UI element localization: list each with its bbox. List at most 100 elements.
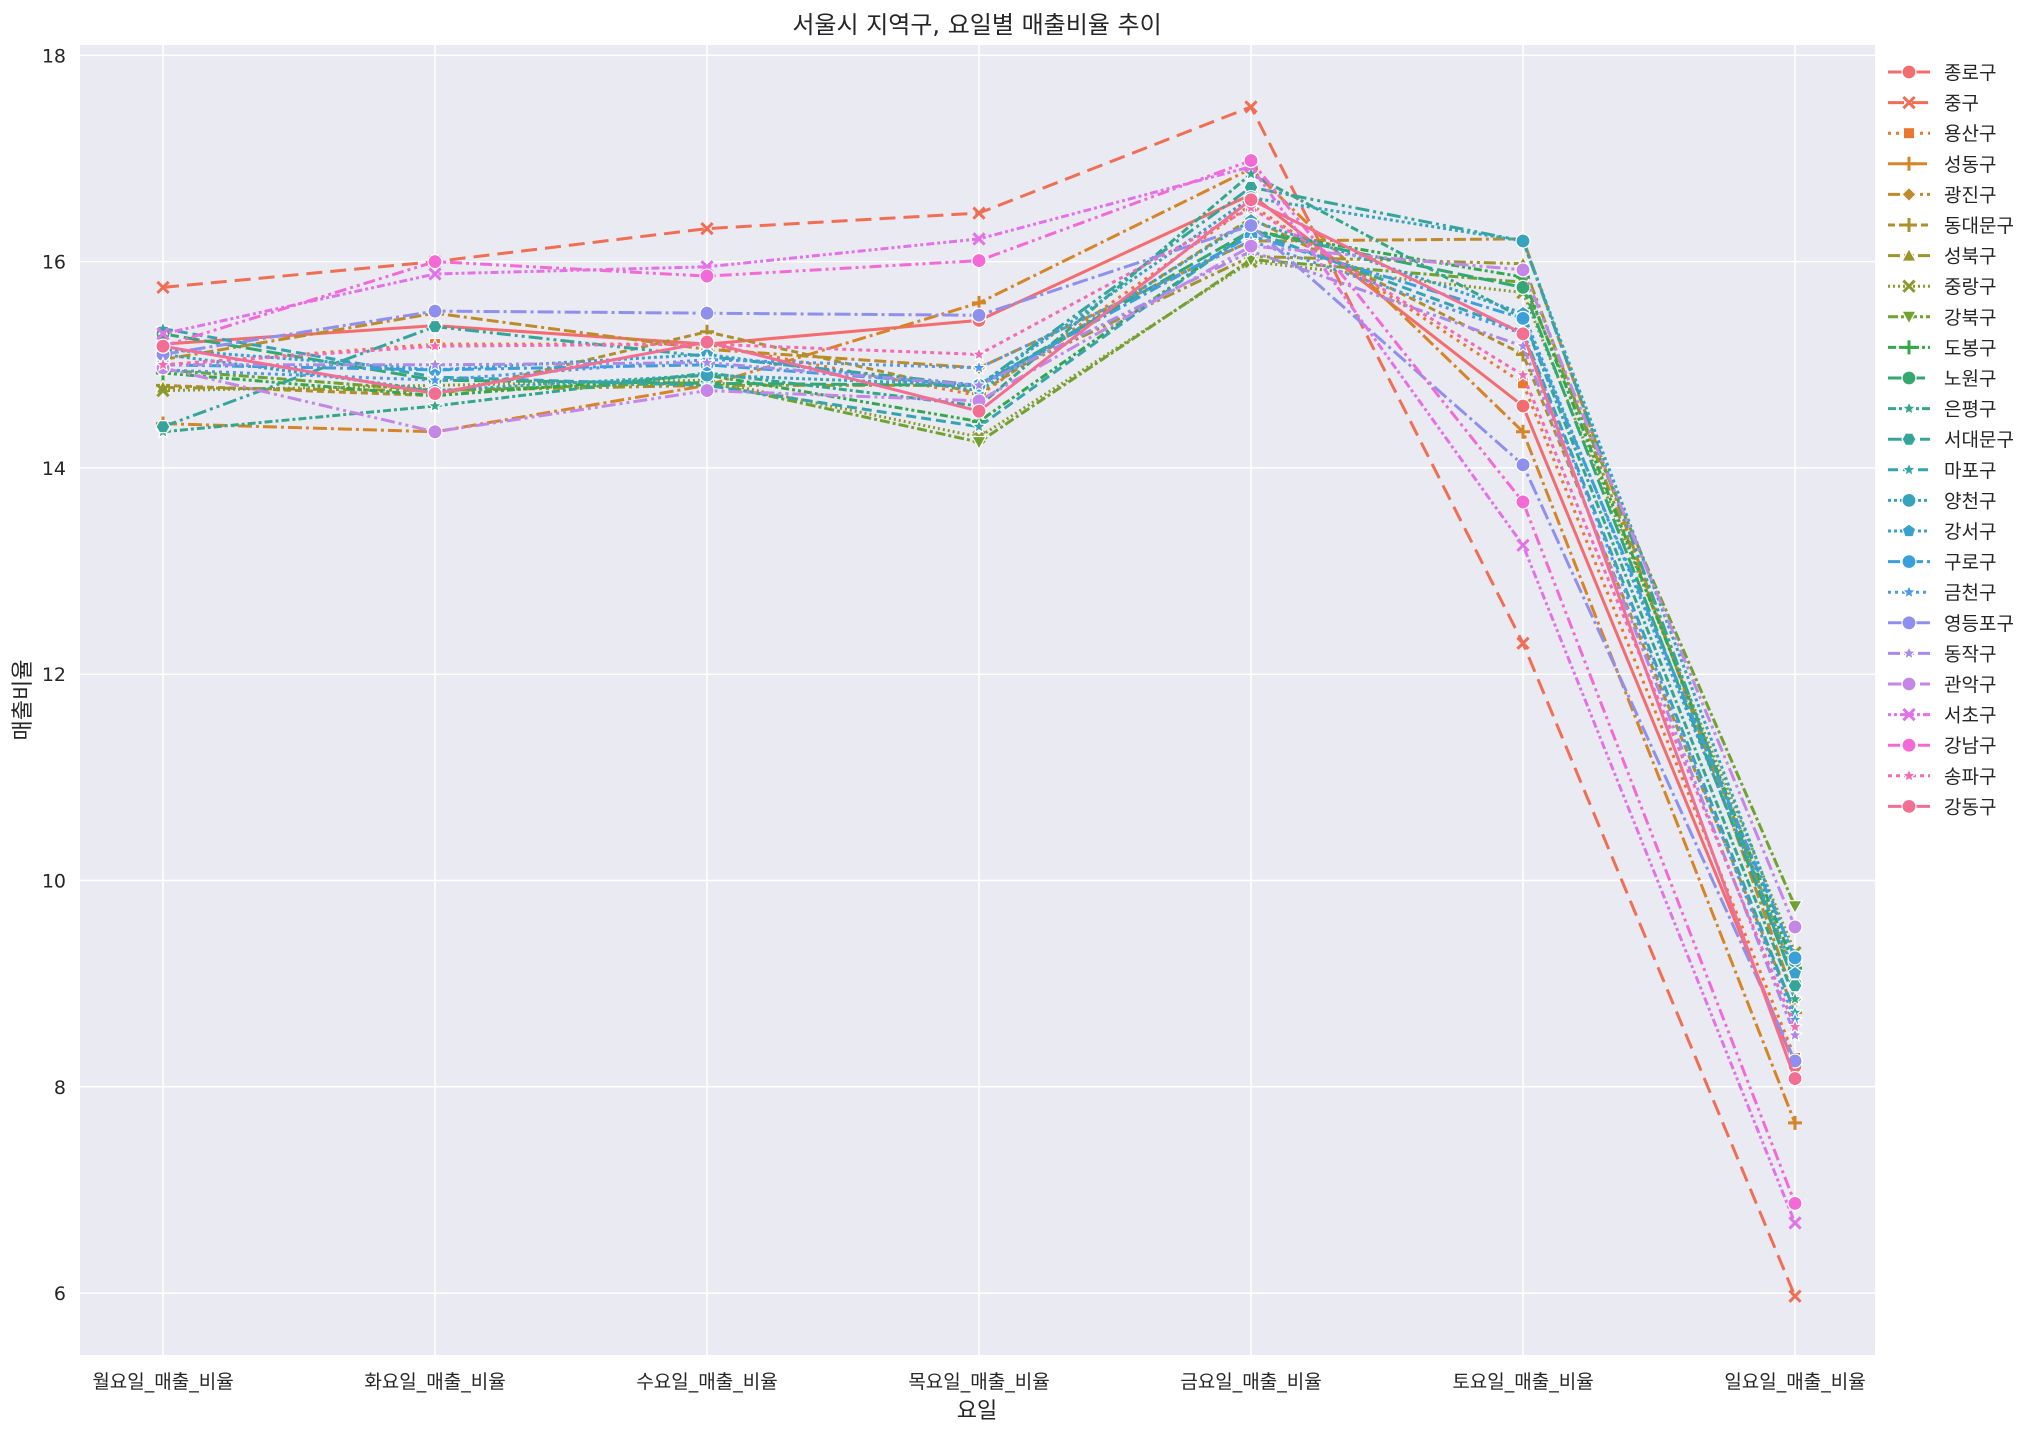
legend-label: 금천구 [1944, 582, 1996, 604]
y-tick-label: 16 [42, 252, 66, 274]
y-tick-label: 18 [42, 45, 66, 67]
data-point [1901, 615, 1917, 631]
data-point [970, 376, 988, 393]
data-point [426, 371, 444, 388]
data-point [1902, 95, 1916, 110]
legend-item: 강북구 [1888, 307, 1996, 329]
data-point [970, 418, 988, 434]
y-tick-label: 10 [42, 871, 66, 893]
data-point [156, 280, 170, 295]
x-tick-label: 수요일_매출_비율 [636, 1371, 777, 1393]
legend-item: 중랑구 [1888, 276, 1996, 298]
data-point [699, 334, 715, 350]
data-point [427, 424, 443, 440]
data-point [1901, 186, 1917, 203]
data-point [1787, 1070, 1803, 1087]
legend-label: 용산구 [1944, 123, 1996, 145]
data-point [1902, 279, 1916, 293]
legend-label: 성동구 [1944, 154, 1996, 176]
data-point [1901, 523, 1917, 538]
legend-label: 서초구 [1944, 705, 1996, 727]
data-point [1516, 538, 1530, 552]
data-point [1243, 152, 1259, 169]
data-point [970, 359, 988, 375]
data-point [1901, 553, 1917, 570]
legend-item: 성북구 [1888, 246, 1996, 268]
data-point [970, 435, 988, 451]
data-point [427, 319, 443, 334]
legend-label: 구로구 [1944, 552, 1996, 574]
data-point [1787, 919, 1803, 935]
data-point [1515, 398, 1531, 414]
x-tick-label: 목요일_매출_비율 [908, 1371, 1049, 1393]
data-point [1787, 1195, 1803, 1211]
legend-item: 영등포구 [1888, 613, 2014, 635]
data-point [1515, 233, 1531, 249]
legend-label: 동작구 [1944, 643, 1996, 665]
legend-label: 마포구 [1944, 460, 1996, 482]
legend-label: 중구 [1944, 93, 1979, 115]
x-tick-label: 월요일_매출_비율 [92, 1371, 233, 1393]
data-point [700, 221, 714, 236]
data-point [1786, 900, 1804, 915]
legend-item: 용산구 [1888, 123, 1996, 145]
data-point [426, 356, 444, 372]
y-tick-label: 12 [42, 664, 66, 686]
data-point [1515, 310, 1531, 326]
y-tick-label: 8 [54, 1077, 66, 1099]
data-point [1901, 370, 1917, 386]
legend-item: 관악구 [1888, 674, 1996, 696]
data-point [972, 206, 986, 220]
data-point [154, 356, 172, 372]
legend-label: 성북구 [1944, 246, 1996, 268]
data-point [1902, 218, 1916, 232]
data-point [1900, 247, 1918, 262]
data-point [971, 252, 987, 269]
data-point [1244, 100, 1258, 114]
data-point [1902, 126, 1916, 140]
data-point [1515, 457, 1531, 473]
data-point [1902, 707, 1916, 722]
data-point [1515, 262, 1531, 278]
x-tick-label: 화요일_매출_비율 [364, 1371, 505, 1393]
data-point [156, 327, 170, 341]
y-tick-label: 14 [42, 458, 66, 480]
legend-item: 서대문구 [1888, 429, 2014, 451]
legend-label: 강남구 [1944, 735, 1996, 757]
data-point [428, 267, 442, 281]
data-point [1900, 583, 1918, 600]
data-point [1788, 1289, 1802, 1303]
data-point [1787, 950, 1803, 966]
data-point [156, 383, 170, 398]
data-point [1901, 737, 1917, 753]
data-point [972, 232, 986, 246]
data-point [698, 354, 716, 370]
legend-item: 강동구 [1888, 796, 1996, 818]
data-point [427, 386, 443, 402]
data-point [1787, 979, 1803, 993]
data-point [1243, 217, 1259, 234]
data-point [1514, 366, 1532, 382]
legend-item: 중구 [1888, 93, 1979, 115]
data-point [155, 420, 171, 434]
data-point [971, 403, 987, 419]
data-point [1901, 798, 1917, 815]
data-point [970, 345, 988, 362]
y-axis-label: 매출비율 [11, 660, 36, 741]
legend-item: 도봉구 [1888, 337, 1996, 359]
x-axis-label: 요일 [957, 1399, 997, 1424]
data-point [699, 382, 715, 399]
legend-label: 강동구 [1944, 796, 1996, 818]
legend-item: 성동구 [1888, 154, 1996, 176]
legend-label: 송파구 [1944, 766, 1996, 788]
x-tick-label: 일요일_매출_비율 [1724, 1371, 1865, 1393]
data-point [1515, 279, 1531, 296]
data-point [1901, 64, 1917, 80]
legend-label: 도봉구 [1944, 337, 1996, 359]
legend-item: 강남구 [1888, 735, 1996, 757]
tick-labels: 6 8 10 12 14 16 18 월요일_매출_비율 화요일_매출_비율 수요일_매출_비율 목… [42, 45, 1866, 1393]
data-point [1243, 238, 1259, 254]
data-point [1900, 461, 1918, 477]
series-layer [154, 100, 1804, 1303]
data-point [427, 254, 443, 270]
